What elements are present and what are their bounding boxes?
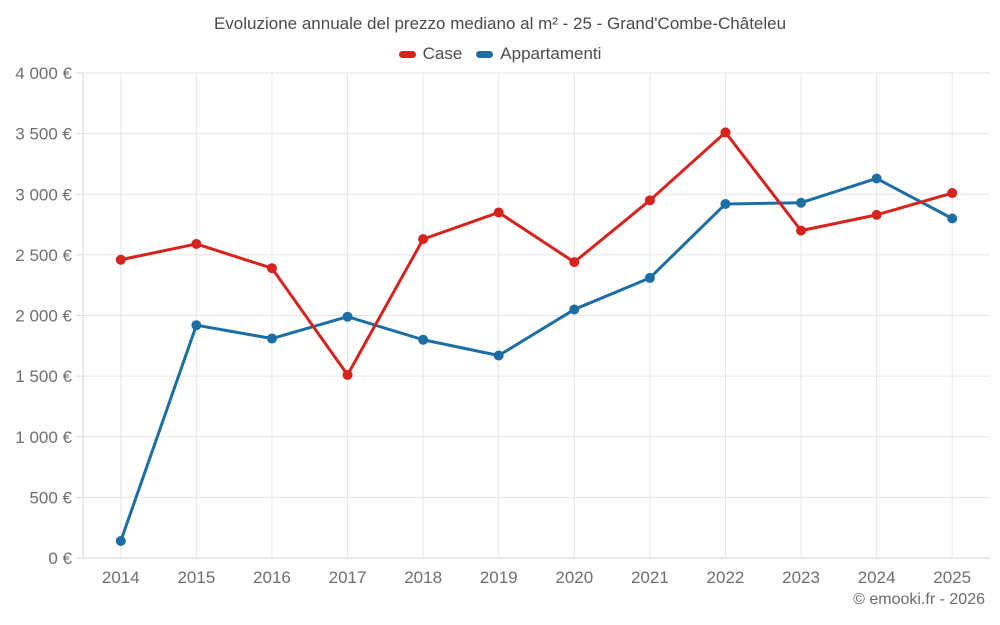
data-point-appartamenti-2022[interactable]: [720, 198, 731, 209]
x-axis-label: 2017: [329, 568, 367, 587]
x-axis-label: 2016: [253, 568, 291, 587]
data-point-appartamenti-2016[interactable]: [266, 333, 277, 344]
x-axis-label: 2021: [631, 568, 669, 587]
data-point-case-2023[interactable]: [796, 225, 807, 236]
x-axis-label: 2022: [707, 568, 745, 587]
y-axis-label: 4 000 €: [15, 64, 72, 83]
data-point-case-2021[interactable]: [644, 195, 655, 206]
x-axis-label: 2023: [782, 568, 820, 587]
series-line-appartamenti: [119, 176, 954, 543]
y-axis-label: 1 000 €: [15, 428, 72, 447]
data-point-case-2015[interactable]: [191, 238, 202, 249]
y-axis-label: 3 500 €: [15, 125, 72, 144]
y-axis-label: 2 500 €: [15, 246, 72, 265]
y-axis-label: 2 000 €: [15, 307, 72, 326]
data-point-appartamenti-2023[interactable]: [796, 197, 807, 208]
data-point-case-2016[interactable]: [266, 263, 277, 274]
legend-label-case: Case: [422, 44, 463, 63]
x-axis-label: 2019: [480, 568, 518, 587]
data-point-appartamenti-2015[interactable]: [191, 320, 202, 331]
appartamenti-series-marker-icon: [476, 50, 494, 58]
data-point-appartamenti-2018[interactable]: [418, 334, 429, 345]
series-line-case: [119, 130, 954, 377]
data-point-appartamenti-2020[interactable]: [569, 304, 580, 315]
x-axis-label: 2024: [858, 568, 896, 587]
data-point-case-2017[interactable]: [342, 369, 353, 380]
data-point-appartamenti-2014[interactable]: [115, 536, 126, 547]
case-series-marker-icon: [398, 50, 416, 58]
data-point-appartamenti-2021[interactable]: [644, 272, 655, 283]
y-axis-label: 3 000 €: [15, 185, 72, 204]
legend-label-appartamenti: Appartamenti: [500, 44, 602, 63]
data-point-case-2018[interactable]: [418, 234, 429, 245]
data-point-case-2020[interactable]: [569, 257, 580, 268]
x-axis-label: 2020: [555, 568, 593, 587]
legend-item-appartamenti[interactable]: Appartamenti: [476, 44, 601, 64]
x-axis-label: 2015: [177, 568, 215, 587]
data-point-case-2014[interactable]: [115, 254, 126, 265]
data-point-case-2025[interactable]: [947, 188, 958, 199]
x-axis-label: 2018: [404, 568, 442, 587]
copyright-text: © emooki.fr - 2026: [853, 591, 985, 608]
x-axis-label: 2025: [933, 568, 971, 587]
chart-title: Evoluzione annuale del prezzo mediano al…: [213, 14, 787, 33]
data-point-case-2019[interactable]: [493, 207, 504, 218]
y-axis-label: 1 500 €: [15, 367, 72, 386]
legend-item-case[interactable]: Case: [398, 44, 463, 64]
data-point-appartamenti-2024[interactable]: [871, 173, 882, 184]
data-point-appartamenti-2019[interactable]: [493, 350, 504, 361]
data-point-appartamenti-2025[interactable]: [947, 213, 958, 224]
legend: Case Appartamenti: [0, 44, 1000, 64]
y-axis-label: 500 €: [29, 488, 72, 507]
y-axis-label: 0 €: [48, 549, 72, 568]
data-point-appartamenti-2017[interactable]: [342, 311, 353, 322]
data-point-case-2022[interactable]: [720, 127, 731, 138]
x-axis-label: 2014: [102, 568, 140, 587]
data-point-case-2024[interactable]: [871, 209, 882, 220]
